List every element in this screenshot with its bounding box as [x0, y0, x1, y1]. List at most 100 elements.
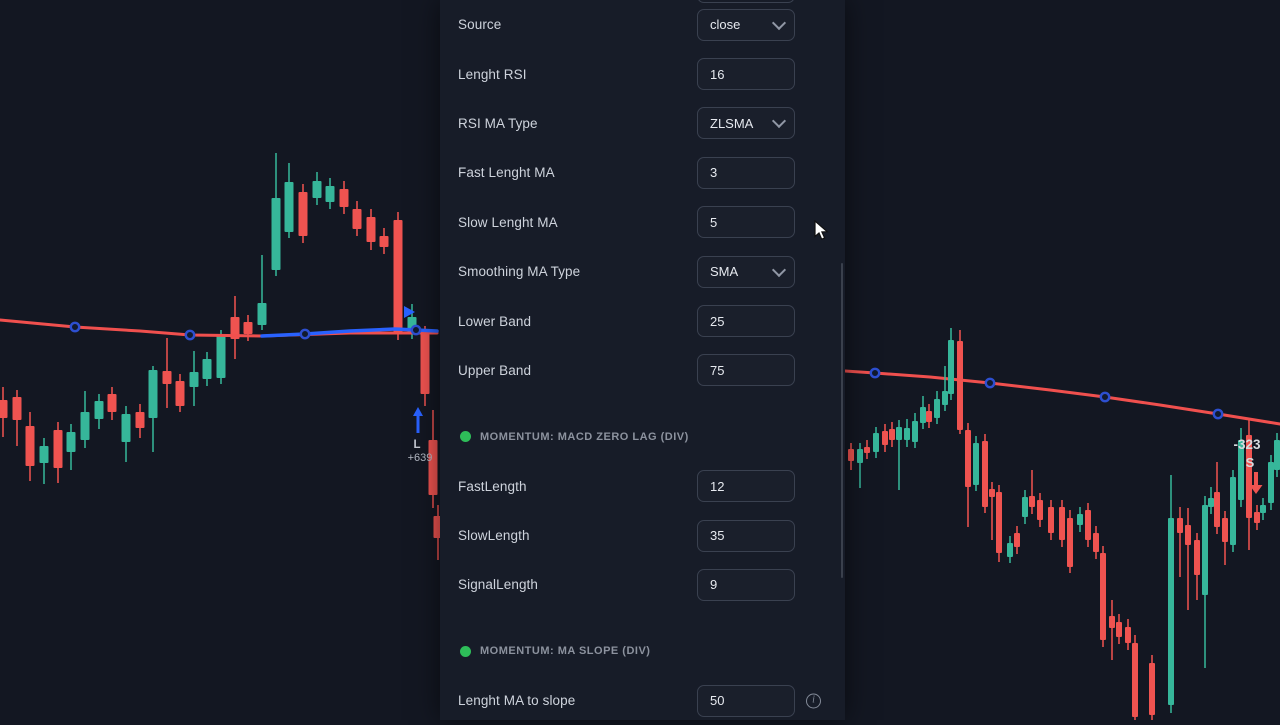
number-input-slow-lenght-ma[interactable]: 5: [697, 206, 795, 239]
candle: [982, 434, 988, 513]
number-input-lower-band[interactable]: 25: [697, 305, 795, 338]
ma-line-point-marker[interactable]: [410, 324, 422, 336]
red-ma-line[interactable]: [0, 318, 439, 338]
candle: [848, 443, 854, 470]
chevron-down-icon: [771, 15, 787, 30]
candle: [989, 482, 995, 540]
indicator-settings-dialog: Source close Lenght RSI 16 RSI MA Type ZLSMA F…: [440, 0, 845, 720]
candle: [857, 443, 863, 488]
candle: [912, 413, 918, 448]
right-chart-canvas[interactable]: -323 S: [845, 0, 1280, 720]
settings-row-smoothing-ma-type: Smoothing MA Type SMA: [440, 247, 845, 296]
candle: [39, 438, 49, 484]
dropdown-rsi-ma-type[interactable]: ZLSMA: [697, 107, 795, 140]
candle: [339, 181, 349, 214]
candle: [1109, 600, 1115, 660]
short-entry-arrow-icon: [1249, 472, 1263, 494]
candle: [257, 255, 267, 330]
settings-row-lenght-rsi: Lenght RSI 16: [440, 49, 845, 98]
candle: [243, 315, 253, 341]
candle: [1067, 510, 1073, 573]
field-label: SlowLength: [458, 528, 530, 544]
candle: [148, 366, 158, 452]
candle: [1014, 526, 1020, 554]
field-label: Smoothing MA Type: [458, 264, 581, 280]
field-value: ZLSMA: [710, 115, 754, 131]
left-chart-canvas[interactable]: L+639: [0, 0, 440, 720]
ma-line-point-marker[interactable]: [184, 329, 196, 341]
candle: [1274, 433, 1280, 477]
info-icon[interactable]: i: [806, 693, 821, 709]
candle: [957, 330, 963, 434]
candle: [325, 178, 335, 209]
candle: [1194, 533, 1200, 600]
candle: [1222, 511, 1228, 565]
candle: [216, 330, 226, 384]
chevron-down-icon: [771, 114, 787, 129]
candle: [1260, 498, 1266, 520]
ma-line-point-marker[interactable]: [984, 377, 996, 389]
candle: [393, 212, 403, 340]
settings-row-fast-lenght-ma: Fast Lenght MA 3: [440, 148, 845, 197]
field-value: 25: [710, 313, 725, 329]
candle: [1185, 508, 1191, 610]
candle: [53, 422, 63, 483]
number-input-fastlength[interactable]: 12: [697, 470, 795, 503]
dialog-scrollbar[interactable]: [840, 263, 843, 578]
ma-line-point-marker[interactable]: [1099, 391, 1111, 403]
field-value: 5: [710, 214, 718, 230]
candle: [1059, 500, 1065, 547]
candle: [1048, 500, 1054, 540]
mouse-cursor: [814, 220, 829, 240]
long-entry-arrow-icon: [413, 407, 423, 433]
dropdown-source[interactable]: close: [697, 8, 795, 41]
field-value: close: [710, 17, 741, 33]
number-input-lenght-ma-to-slope[interactable]: 50: [697, 684, 795, 717]
candle: [1149, 655, 1155, 720]
candle: [996, 485, 1002, 562]
trade-label-text: S: [1246, 455, 1255, 470]
field-label: FastLength: [458, 478, 527, 494]
candle: [1168, 475, 1174, 713]
ma-line-point-marker[interactable]: [1212, 408, 1224, 420]
candle: [934, 391, 940, 424]
number-input-upper-band[interactable]: 75: [697, 354, 795, 387]
candle: [94, 394, 104, 429]
field-value: 3: [710, 165, 718, 181]
settings-row-slow-lenght-ma: Slow Lenght MA 5: [440, 198, 845, 247]
candle: [366, 209, 376, 250]
candle: [1214, 462, 1220, 534]
ma-line-point-marker[interactable]: [69, 321, 81, 333]
settings-row-source: Source close: [440, 0, 845, 49]
candle: [66, 424, 76, 470]
number-input-signallength[interactable]: 9: [697, 568, 795, 601]
ma-line-point-marker[interactable]: [299, 328, 311, 340]
green-status-dot: [460, 431, 471, 443]
candle: [379, 228, 389, 254]
trade-label-text: -323: [1233, 437, 1261, 452]
ma-line-point-marker[interactable]: [869, 367, 881, 379]
number-input-fast-lenght-ma[interactable]: 3: [697, 156, 795, 189]
field-value: 12: [710, 478, 725, 494]
candle: [1238, 428, 1244, 507]
candle: [948, 328, 954, 400]
candle: [298, 184, 308, 243]
candle: [433, 505, 440, 560]
red-ma-line[interactable]: [845, 369, 1280, 426]
field-value: 50: [710, 693, 725, 709]
candle: [889, 422, 895, 447]
dropdown-smoothing-ma-type[interactable]: SMA: [697, 255, 795, 288]
candle: [1100, 546, 1106, 647]
green-status-dot: [460, 645, 471, 657]
number-input-lenght-rsi[interactable]: 16: [697, 58, 795, 91]
blue-triangle-marker-icon: [404, 306, 415, 318]
field-label: Lenght MA to slope: [458, 693, 576, 709]
candle: [1230, 470, 1236, 552]
candle: [920, 396, 926, 429]
candle: [864, 440, 870, 459]
candle: [175, 374, 185, 412]
section-header-momentum-macd-zero-lag-div: MOMENTUM: MACD ZERO LAG (DIV): [440, 412, 845, 461]
candle: [942, 366, 948, 411]
settings-row-rsi-ma-type: RSI MA Type ZLSMA: [440, 99, 845, 148]
number-input-slowlength[interactable]: 35: [697, 519, 795, 552]
